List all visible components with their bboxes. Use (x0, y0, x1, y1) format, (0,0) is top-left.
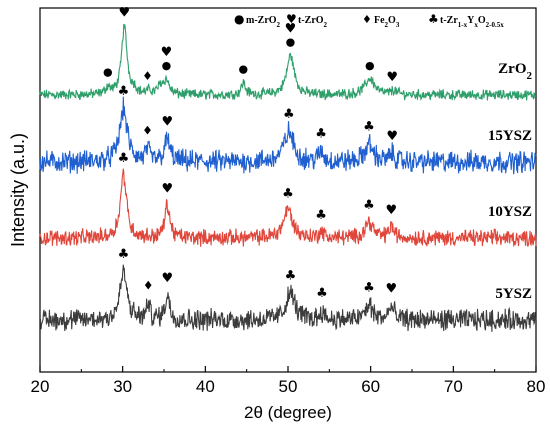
legend: ● m-ZrO2 ♥ t-ZrO2 ♦ Fe2O3 ♣ t-Zr1-xYxO2-0.5x (234, 12, 504, 29)
peak-marker: ● (239, 63, 249, 76)
y-axis-label: Intensity (a.u.) (8, 133, 28, 247)
series-labels: ZrO2 15YSZ 10YSZ 5YSZ (488, 61, 533, 302)
series-layer (39, 24, 537, 332)
peak-marker: ♣ (118, 247, 130, 262)
legend-entry: ♣ t-Zr1-xYxO2-0.5x (428, 12, 504, 29)
x-axis-label: 2θ (degree) (244, 403, 332, 422)
peak-marker: ♣ (118, 84, 130, 99)
legend-symbol: ♦ (362, 13, 372, 26)
peak-marker: ♣ (363, 281, 375, 296)
series-label-ZrO2: ZrO2 (498, 61, 532, 82)
peak-marker: ♥ (285, 22, 297, 37)
peak-marker: ♥ (386, 70, 398, 85)
peak-marker: ♦ (142, 69, 153, 83)
series-line-10YSZ (39, 168, 537, 248)
legend-symbol: ♣ (428, 12, 439, 26)
series-line-ZrO2 (39, 24, 537, 101)
series-label-5YSZ: 5YSZ (495, 286, 532, 302)
marker-layer: ●♥♦●♥●●♥●♥♣♦♥ ♣♣ ♣♥♣♥ ♣♣♣ ♥♣♦ ♥ ♣♣ ♣ ♥ (103, 6, 398, 302)
x-tick-label: 50 (279, 377, 298, 396)
peak-marker: ♥ (161, 181, 173, 196)
legend-label: t-Zr1-xYxO2-0.5x (440, 15, 504, 29)
legend-entry: ♦ Fe2O3 (362, 13, 400, 29)
legend-symbol: ♥ (286, 12, 297, 26)
x-ticks: 20 30 40 50 60 70 80 (31, 366, 546, 396)
x-tick-label: 70 (444, 377, 463, 396)
x-tick-label: 30 (113, 377, 132, 396)
legend-symbol: ● (234, 12, 244, 26)
peak-marker: ♥ (386, 129, 398, 144)
legend-label: t-ZrO2 (298, 15, 328, 29)
peak-marker: ♥ (118, 6, 130, 21)
peak-marker: ♥ (161, 115, 173, 130)
peak-marker: ● (103, 66, 113, 79)
peak-marker: ♣ (118, 151, 130, 166)
peak-marker: ♣ (363, 119, 375, 134)
x-tick-label: 60 (361, 377, 380, 396)
peak-marker: ♣ (282, 186, 294, 201)
x-tick-label: 80 (527, 377, 546, 396)
peak-marker: ♥ (386, 203, 398, 218)
peak-marker: ♣ (315, 127, 327, 142)
peak-marker: ♣ (283, 107, 295, 122)
series-line-15YSZ (39, 96, 537, 175)
peak-marker: ♥ (161, 45, 173, 60)
peak-marker: ♣ (363, 198, 375, 213)
peak-marker: ♥ (161, 271, 173, 286)
series-label-10YSZ: 10YSZ (488, 204, 532, 220)
x-tick-label: 40 (196, 377, 215, 396)
peak-marker: ♣ (316, 286, 328, 301)
peak-marker: ♣ (315, 208, 327, 223)
peak-marker: ♥ (386, 282, 398, 297)
peak-marker: ♦ (143, 279, 154, 293)
x-tick-label: 20 (31, 377, 50, 396)
series-line-5YSZ (39, 264, 537, 332)
peak-marker: ♣ (285, 268, 297, 283)
peak-marker: ● (286, 36, 296, 49)
legend-entry: ♥ t-ZrO2 (286, 12, 328, 29)
legend-label: m-ZrO2 (246, 15, 281, 29)
legend-entry: ● m-ZrO2 (234, 12, 281, 29)
series-label-15YSZ: 15YSZ (488, 128, 532, 144)
peak-marker: ♦ (142, 124, 153, 138)
peak-marker: ● (162, 59, 172, 72)
legend-label: Fe2O3 (374, 15, 400, 29)
peak-marker: ● (365, 59, 375, 72)
